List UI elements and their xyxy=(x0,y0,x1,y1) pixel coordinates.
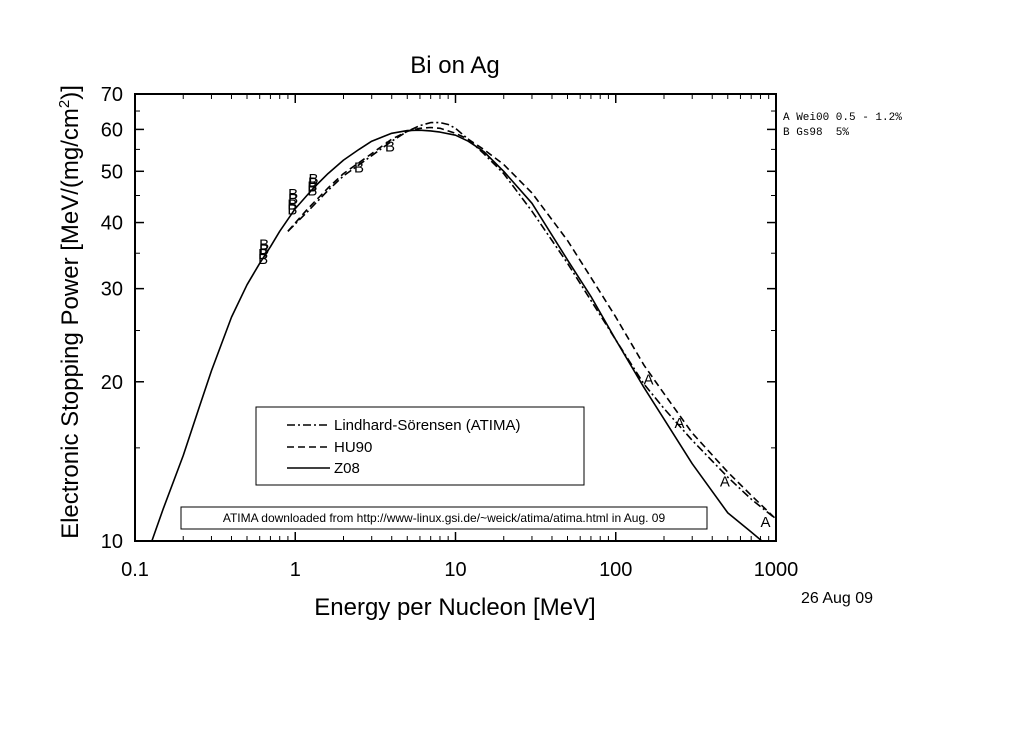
data-point-b: B xyxy=(259,242,269,259)
data-point-b: B xyxy=(308,175,318,192)
series-layer xyxy=(151,121,776,541)
data-point-b: B xyxy=(287,196,297,213)
y-tick-label: 70 xyxy=(101,84,123,106)
legend-label-z08: Z08 xyxy=(334,460,360,477)
y-tick-label: 30 xyxy=(101,279,123,301)
data-point-b: B xyxy=(287,202,297,219)
y-tick-label: 40 xyxy=(101,213,123,235)
y-axis-label-superscript: 2 xyxy=(56,100,73,108)
legend-label-lindhard: Lindhard-Sörensen (ATIMA) xyxy=(334,417,520,434)
data-point-b: B xyxy=(288,191,298,208)
series-line-lindhard xyxy=(287,121,776,520)
legend-label-hu90: HU90 xyxy=(334,439,372,456)
chart-title: Bi on Ag xyxy=(410,52,499,79)
data-point-a: A xyxy=(675,415,685,432)
data-point-b: B xyxy=(258,246,268,263)
annotation-box: ATIMA downloaded from http://www-linux.g… xyxy=(180,506,708,530)
data-point-b: B xyxy=(354,160,364,177)
reference-b: B Gs98 5% xyxy=(783,127,849,139)
y-axis-label: Electronic Stopping Power [MeV/(mg/cm2)] xyxy=(56,85,84,539)
x-tick-label: 1 xyxy=(290,559,301,581)
x-tick-label: 0.1 xyxy=(121,559,149,581)
data-point-b: B xyxy=(309,171,319,188)
annotation-text: ATIMA downloaded from http://www-linux.g… xyxy=(223,511,666,525)
axis-layer: 0.1 1 10 100 1000 10 20 30 40 50 60 70 xyxy=(101,84,799,581)
legend-box xyxy=(255,406,585,486)
y-tick-label: 20 xyxy=(101,372,123,394)
y-tick-label: 50 xyxy=(101,161,123,183)
data-point-b: B xyxy=(288,186,298,203)
annotation-frame xyxy=(180,506,708,530)
series-line-z08 xyxy=(151,129,764,541)
data-point-b: B xyxy=(385,138,395,155)
y-tick-label: 60 xyxy=(101,119,123,141)
data-point-b: B xyxy=(259,237,269,254)
x-tick-label: 100 xyxy=(599,559,632,581)
date-stamp: 26 Aug 09 xyxy=(801,590,873,607)
x-axis-label: Energy per Nucleon [MeV] xyxy=(314,594,595,621)
x-tick-label: 1000 xyxy=(754,559,799,581)
reference-list: A Wei00 0.5 - 1.2% B Gs98 5% xyxy=(783,112,902,139)
data-point-b: B xyxy=(307,182,317,199)
series-line-hu90 xyxy=(287,126,776,520)
data-point-b: B xyxy=(258,251,268,268)
legend: Lindhard-Sörensen (ATIMA) HU90 Z08 xyxy=(255,406,585,486)
y-axis-label-main: Electronic Stopping Power [MeV/(mg/cm xyxy=(57,108,84,539)
y-tick-label: 10 xyxy=(101,531,123,553)
data-point-b: B xyxy=(307,179,317,196)
data-point-a: A xyxy=(643,371,653,388)
data-point-a: A xyxy=(720,474,730,491)
reference-a: A Wei00 0.5 - 1.2% xyxy=(783,112,902,124)
y-axis-label-end: )] xyxy=(57,85,84,100)
data-point-a: A xyxy=(760,514,770,531)
x-tick-label: 10 xyxy=(444,559,466,581)
